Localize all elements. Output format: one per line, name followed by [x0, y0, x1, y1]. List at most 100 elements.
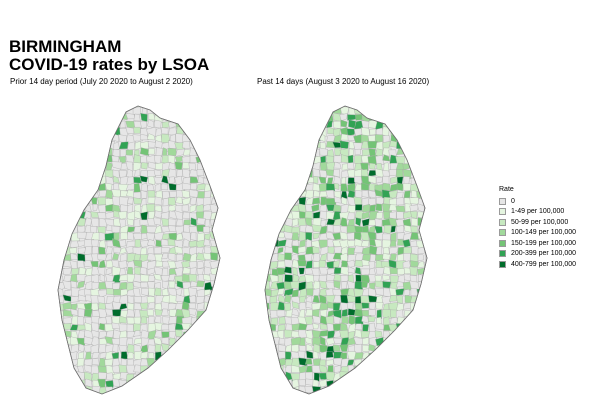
lsoa-area — [239, 219, 248, 229]
lsoa-area — [278, 183, 285, 192]
lsoa-area — [333, 161, 342, 169]
lsoa-area — [257, 197, 265, 207]
lsoa-area — [77, 140, 86, 151]
lsoa-area — [168, 316, 177, 324]
lsoa-area — [374, 357, 384, 365]
lsoa-area — [84, 169, 93, 178]
lsoa-area — [432, 323, 441, 332]
lsoa-area — [155, 366, 161, 375]
lsoa-area — [70, 387, 80, 394]
lsoa-area — [313, 112, 320, 123]
lsoa-area — [277, 141, 286, 152]
lsoa-area — [417, 394, 425, 400]
lsoa-area — [298, 267, 305, 275]
lsoa-area — [368, 352, 376, 362]
lsoa-area — [119, 120, 126, 129]
lsoa-area — [432, 395, 441, 400]
lsoa-area — [410, 364, 421, 375]
lsoa-area — [63, 142, 73, 152]
lsoa-area — [423, 316, 427, 325]
lsoa-area — [203, 323, 212, 332]
lsoa-area — [424, 385, 427, 394]
lsoa-area — [411, 135, 421, 145]
lsoa-area — [438, 142, 447, 151]
lsoa-area — [204, 350, 212, 359]
lsoa-area — [161, 218, 170, 227]
lsoa-area — [58, 246, 66, 253]
lsoa-area — [58, 205, 64, 213]
lsoa-area — [226, 373, 233, 381]
lsoa-area — [161, 247, 170, 254]
lsoa-area — [189, 127, 198, 135]
lsoa-area — [231, 120, 239, 127]
lsoa-area — [245, 295, 250, 302]
lsoa-area — [347, 106, 358, 107]
lsoa-area — [438, 162, 447, 169]
lsoa-area — [232, 141, 240, 150]
lsoa-area — [239, 352, 246, 360]
lsoa-area — [231, 205, 239, 214]
lsoa-area — [431, 155, 441, 163]
lsoa-area — [231, 359, 241, 368]
lsoa-area — [50, 351, 57, 360]
lsoa-area — [153, 273, 162, 281]
lsoa-area — [312, 315, 321, 324]
lsoa-area — [155, 239, 162, 247]
lsoa-area — [417, 162, 426, 170]
legend-item-zero: 0 — [499, 196, 576, 207]
legend-item-1-49: 1-49 per 100,000 — [499, 207, 576, 218]
lsoa-area — [390, 232, 397, 242]
lsoa-area — [403, 385, 412, 394]
lsoa-area — [84, 107, 95, 116]
lsoa-area — [62, 357, 72, 367]
lsoa-area — [453, 239, 457, 249]
lsoa-area — [217, 380, 220, 388]
lsoa-area — [77, 197, 86, 206]
lsoa-area — [239, 365, 246, 374]
lsoa-area — [257, 323, 265, 331]
lsoa-area — [382, 239, 392, 249]
lsoa-area — [216, 106, 220, 114]
lsoa-area — [425, 154, 427, 163]
lsoa-area — [402, 183, 412, 191]
lsoa-area — [326, 387, 336, 394]
lsoa-area — [147, 267, 156, 276]
lsoa-area — [347, 385, 357, 394]
lsoa-area — [217, 294, 220, 304]
lsoa-area — [388, 371, 398, 380]
lsoa-area — [439, 275, 448, 284]
lsoa-area — [402, 113, 412, 121]
lsoa-area — [341, 170, 349, 179]
lsoa-area — [50, 148, 56, 155]
lsoa-area — [239, 310, 245, 320]
lsoa-area — [374, 112, 386, 122]
lsoa-area — [452, 141, 457, 149]
lsoa-area — [397, 106, 404, 116]
lsoa-area — [203, 345, 212, 353]
lsoa-area — [445, 149, 453, 157]
lsoa-area — [202, 252, 212, 260]
lsoa-area — [168, 358, 179, 366]
lsoa-area — [453, 337, 457, 345]
lsoa-area — [119, 247, 127, 255]
lsoa-area — [431, 289, 440, 296]
lsoa-area — [245, 220, 250, 227]
lsoa-area — [77, 357, 85, 367]
lsoa-area — [278, 344, 286, 353]
lsoa-area — [188, 380, 198, 390]
lsoa-area — [218, 225, 220, 235]
lsoa-area — [375, 302, 384, 310]
lsoa-area — [319, 359, 326, 367]
lsoa-area — [104, 358, 114, 366]
lsoa-area — [265, 309, 271, 316]
birmingham-boundary — [57, 105, 221, 395]
lsoa-area — [284, 120, 294, 128]
lsoa-area — [133, 259, 143, 268]
lsoa-area — [210, 344, 220, 355]
lsoa-area — [402, 106, 412, 114]
lsoa-area — [265, 330, 273, 340]
lsoa-area — [340, 183, 348, 192]
prior-period-choropleth-map — [50, 105, 250, 395]
lsoa-area — [50, 190, 57, 197]
lsoa-area — [245, 190, 250, 200]
